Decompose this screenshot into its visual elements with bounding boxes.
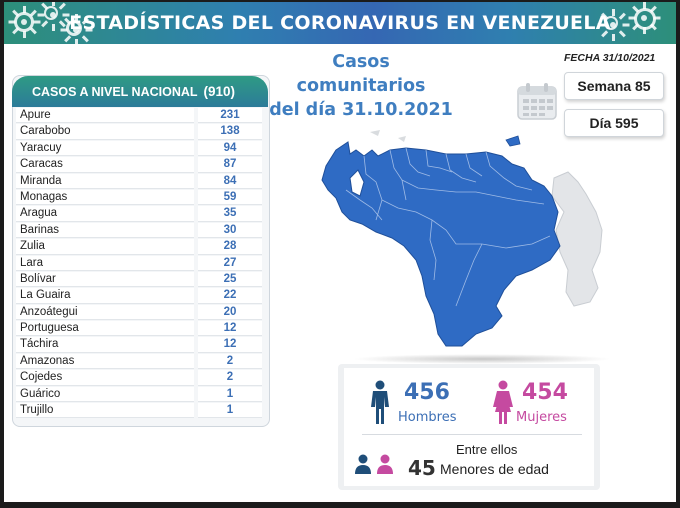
stats-shadow [352, 354, 612, 364]
table-row: Portuguesa 12 [14, 321, 264, 337]
female-count: 454 [522, 380, 568, 405]
table-row: Guárico 1 [14, 386, 264, 403]
state-name: Trujillo [16, 403, 194, 419]
state-cases: 87 [198, 157, 262, 173]
state-cases: 28 [198, 239, 262, 255]
state-name: Monagas [16, 189, 194, 206]
table-row: Caracas 87 [14, 157, 264, 173]
state-cases: 59 [198, 189, 262, 206]
state-cases: 27 [198, 255, 262, 271]
stats-card: 456 Hombres 454 Mujeres Entre ellos 45 M… [344, 368, 594, 486]
infographic: ESTADÍSTICAS DEL CORONAVIRUS EN VENEZUEL… [4, 2, 676, 502]
state-name: Zulia [16, 239, 194, 255]
state-name: Caracas [16, 157, 194, 173]
state-borders [345, 147, 551, 307]
week-box: Semana 85 [564, 72, 664, 100]
minors-label: Menores de edad [440, 461, 549, 477]
state-cases: 2 [198, 370, 262, 386]
margarita-island [505, 135, 521, 147]
table-row: Aragua 35 [14, 206, 264, 222]
table-row: Yaracuy 94 [14, 140, 264, 157]
state-name: Carabobo [16, 124, 194, 140]
state-table: Apure 231 Carabobo 138 Yaracuy 94 Caracas 87 Mir… [14, 108, 264, 419]
virus-icon [628, 2, 661, 34]
table-row: Apure 231 [14, 108, 264, 124]
state-name: Anzoátegui [16, 304, 194, 321]
table-row: Zulia 28 [14, 239, 264, 255]
subtitle-line1: Casos comunitarios [296, 52, 426, 96]
header-banner: ESTADÍSTICAS DEL CORONAVIRUS EN VENEZUEL… [4, 2, 676, 46]
state-cases: 12 [198, 337, 262, 353]
state-name: Guárico [16, 386, 194, 403]
minors-count: 45 [408, 456, 436, 480]
state-name: Barinas [16, 222, 194, 239]
state-cases: 2 [198, 353, 262, 370]
virus-icon [8, 6, 41, 38]
male-count: 456 [404, 380, 450, 405]
day-box: Día 595 [564, 109, 664, 137]
subtitle: Casos comunitarios del día 31.10.2021 [266, 50, 456, 122]
state-cases: 20 [198, 304, 262, 321]
child-female-icon [377, 454, 393, 474]
state-cases: 22 [198, 288, 262, 304]
venezuela-map [321, 130, 603, 347]
table-row: Táchira 12 [14, 337, 264, 353]
state-cases: 84 [198, 173, 262, 189]
state-cases: 1 [198, 386, 262, 403]
national-total: (910) [203, 84, 236, 99]
state-name: Portuguesa [16, 321, 194, 337]
state-cases: 1 [198, 403, 262, 419]
venezuela-territory [321, 141, 561, 347]
female-label: Mujeres [516, 410, 567, 425]
virus-icon [597, 9, 630, 41]
state-cases: 35 [198, 206, 262, 222]
table-row: La Guaira 22 [14, 288, 264, 304]
state-name: Miranda [16, 173, 194, 189]
table-row: Carabobo 138 [14, 124, 264, 140]
table-row: Lara 27 [14, 255, 264, 272]
state-name: Táchira [16, 337, 194, 353]
table-row: Miranda 84 [14, 173, 264, 190]
state-name: Cojedes [16, 370, 194, 386]
state-name: Bolívar [16, 271, 194, 288]
child-male-icon [355, 454, 371, 474]
national-heading-text: CASOS A NIVEL NACIONAL [32, 85, 198, 99]
virus-icon [37, 2, 70, 31]
table-row: Monagas 59 [14, 189, 264, 206]
date-label: FECHA 31/10/2021 [564, 52, 656, 64]
subtitle-line2: del día 31.10.2021 [269, 100, 453, 120]
female-icon [493, 380, 513, 424]
calendar-icon [517, 83, 557, 120]
state-cases: 12 [198, 321, 262, 337]
table-row: Anzoátegui 20 [14, 304, 264, 321]
guayana-esequiba-region [551, 171, 603, 307]
male-label: Hombres [398, 410, 457, 425]
state-name: Lara [16, 255, 194, 271]
state-name: Apure [16, 108, 194, 124]
state-name: La Guaira [16, 288, 194, 304]
national-heading: CASOS A NIVEL NACIONAL (910) [12, 76, 268, 107]
virus-icon [60, 14, 93, 46]
table-row: Amazonas 2 [14, 353, 264, 370]
stats-divider [362, 434, 582, 435]
state-name: Yaracuy [16, 140, 194, 157]
male-icon [371, 380, 389, 424]
state-name: Amazonas [16, 353, 194, 370]
state-cases: 30 [198, 222, 262, 239]
state-cases: 94 [198, 140, 262, 157]
table-row: Cojedes 2 [14, 370, 264, 386]
entre-ellos-label: Entre ellos [456, 442, 518, 457]
page-title: ESTADÍSTICAS DEL CORONAVIRUS EN VENEZUEL… [69, 12, 611, 34]
table-row: Trujillo 1 [14, 403, 264, 419]
state-cases: 231 [198, 108, 262, 124]
state-cases: 138 [198, 124, 262, 140]
table-row: Bolívar 25 [14, 271, 264, 288]
state-cases: 25 [198, 271, 262, 288]
state-name: Aragua [16, 206, 194, 222]
stats-panel: 456 Hombres 454 Mujeres Entre ellos 45 M… [338, 364, 600, 490]
table-row: Barinas 30 [14, 222, 264, 239]
